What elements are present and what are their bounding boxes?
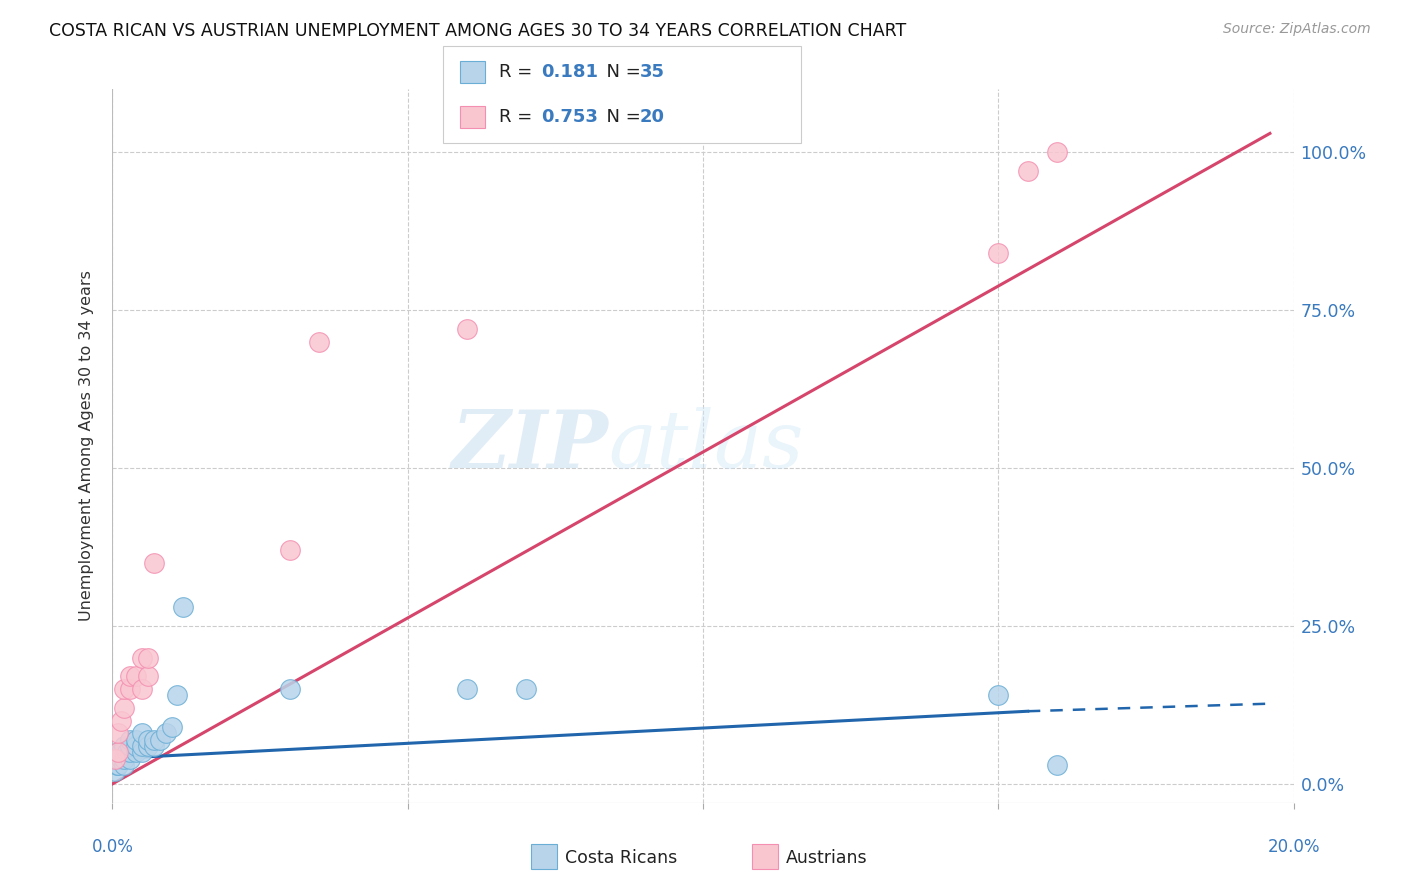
Point: [166, 689, 188, 703]
Text: Source: ZipAtlas.com: Source: ZipAtlas.com: [1223, 22, 1371, 37]
Text: 0.0%: 0.0%: [91, 838, 134, 855]
Point: [112, 758, 135, 772]
Text: 0.753: 0.753: [541, 108, 598, 126]
Point: [308, 334, 330, 349]
Point: [110, 745, 132, 759]
Point: [1046, 758, 1069, 772]
Point: [456, 682, 478, 697]
Point: [104, 764, 127, 779]
Point: [125, 745, 148, 759]
Point: [120, 682, 142, 697]
Point: [107, 726, 129, 740]
Point: [131, 682, 153, 697]
Text: ZIP: ZIP: [451, 408, 609, 484]
Point: [105, 758, 128, 772]
Point: [110, 751, 132, 765]
Point: [131, 650, 153, 665]
Point: [107, 745, 129, 759]
Point: [160, 720, 183, 734]
Point: [142, 556, 165, 570]
Point: [515, 682, 537, 697]
Point: [136, 650, 159, 665]
Text: atlas: atlas: [609, 408, 804, 484]
Point: [1046, 145, 1069, 160]
Point: [107, 758, 129, 772]
Point: [112, 739, 135, 753]
Text: N =: N =: [595, 62, 647, 81]
Point: [107, 751, 129, 765]
Point: [110, 714, 132, 728]
Point: [107, 745, 129, 759]
Point: [117, 745, 138, 759]
Y-axis label: Unemployment Among Ages 30 to 34 years: Unemployment Among Ages 30 to 34 years: [79, 270, 94, 622]
Point: [125, 732, 148, 747]
Text: Costa Ricans: Costa Ricans: [565, 849, 678, 867]
Point: [120, 745, 142, 759]
Text: R =: R =: [499, 62, 538, 81]
Point: [131, 739, 153, 753]
Text: COSTA RICAN VS AUSTRIAN UNEMPLOYMENT AMONG AGES 30 TO 34 YEARS CORRELATION CHART: COSTA RICAN VS AUSTRIAN UNEMPLOYMENT AMO…: [49, 22, 907, 40]
Point: [112, 701, 135, 715]
Point: [104, 751, 127, 765]
Point: [131, 726, 153, 740]
Point: [125, 669, 148, 683]
Point: [987, 246, 1010, 260]
Point: [278, 543, 301, 558]
Point: [136, 669, 159, 683]
Text: 20.0%: 20.0%: [1267, 838, 1320, 855]
Text: 0.181: 0.181: [541, 62, 599, 81]
Point: [149, 732, 172, 747]
Point: [120, 751, 142, 765]
Point: [456, 322, 478, 336]
Point: [131, 745, 153, 759]
Point: [120, 732, 142, 747]
Point: [120, 739, 142, 753]
Point: [155, 726, 177, 740]
Point: [136, 739, 159, 753]
Point: [142, 732, 165, 747]
Point: [136, 732, 159, 747]
Point: [120, 669, 142, 683]
Text: R =: R =: [499, 108, 538, 126]
Text: Austrians: Austrians: [786, 849, 868, 867]
Point: [112, 682, 135, 697]
Point: [278, 682, 301, 697]
Point: [125, 739, 148, 753]
Text: N =: N =: [595, 108, 647, 126]
Text: 35: 35: [640, 62, 665, 81]
Point: [142, 739, 165, 753]
Point: [987, 689, 1010, 703]
Text: 20: 20: [640, 108, 665, 126]
Point: [112, 751, 135, 765]
Point: [172, 600, 194, 615]
Point: [1017, 164, 1039, 178]
